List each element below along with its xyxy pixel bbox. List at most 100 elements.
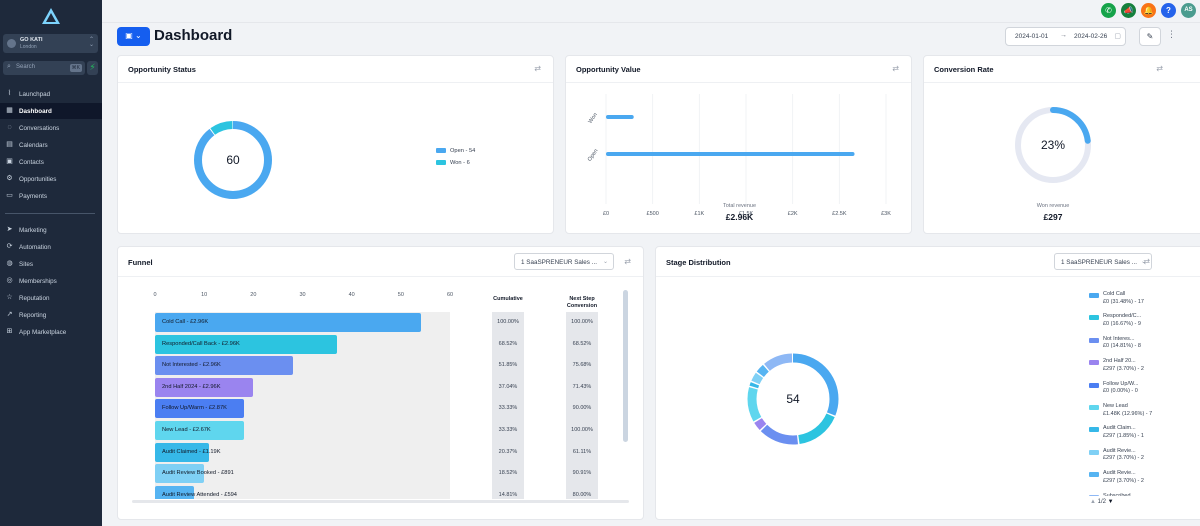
sidebar-item-reporting[interactable]: ↗ Reporting [0,307,102,323]
stage-legend-item[interactable]: Subscribed [1089,493,1131,496]
funnel-scrollbar[interactable] [623,290,628,442]
funnel-next-value: 90.00% [572,405,592,412]
opportunity-status-donut [194,121,272,199]
calendar-icon[interactable]: ▢ [1114,33,1121,40]
bar-won[interactable] [606,115,634,119]
stage-legend-item[interactable]: 2nd Half 20... £297 (3.70%) - 2 [1089,358,1144,373]
bell-icon[interactable]: 🔔 [1141,3,1156,18]
funnel-next-value: 100.00% [571,427,593,433]
funnel-scroll-area[interactable]: 0 10 20 30 40 50 60 Cumulative Next Step Conve… [130,287,630,499]
legend-stage-detail: £0 (31.48%) - 17 [1103,298,1144,305]
card-header: Conversion Rate ⇄ [924,56,1200,83]
quick-add-button[interactable]: ⚡ [87,61,98,75]
funnel-bar[interactable] [155,421,244,440]
sidebar-item-label: Sites [19,261,33,268]
sidebar-item-sites[interactable]: ◍ Sites [0,256,102,272]
help-icon[interactable]: ? [1161,3,1176,18]
sidebar-item-label: Reputation [19,295,50,302]
funnel-bar[interactable] [155,313,421,332]
funnel-bar[interactable] [155,399,244,419]
funnel-bar-label: 2nd Half 2024 - £2.96K [162,383,221,390]
automation-icon: ⟳ [6,243,13,250]
stage-pipeline-select[interactable]: 1 SaaSPRENEUR Sales ... ⌄ [1054,253,1152,270]
sidebar-item-app-marketplace[interactable]: ⊞ App Marketplace [0,324,102,340]
funnel-next-value: 75.68% [572,362,592,369]
donut-slice-open[interactable] [194,121,272,199]
x-tick-label: 50 [397,292,404,298]
won-revenue-caption: Won revenue [1036,203,1070,209]
sidebar-item-launchpad[interactable]: ⌇ Launchpad [0,86,102,102]
sidebar-item-automation[interactable]: ⟳ Automation [0,239,102,255]
funnel-next-value: 71.43% [572,383,592,390]
legend-stage-name: Cold Call [1103,291,1126,297]
phone-icon[interactable]: ✆ [1101,3,1116,18]
sidebar-item-label: Memberships [19,278,57,285]
more-options-icon[interactable]: ⋮ [1167,29,1176,39]
stage-legend-item[interactable]: Audit Revie... £297 (3.70%) - 2 [1089,448,1144,463]
pager-up-icon[interactable]: ▲ [1090,499,1096,505]
sidebar-item-marketing[interactable]: ➤ Marketing [0,222,102,238]
legend-item-open[interactable]: Open - 54 [436,148,475,154]
donut-slice-won[interactable] [1015,107,1091,183]
account-switcher[interactable]: GO KATI London ⌃ ⌄ [3,34,98,53]
funnel-bar-track [155,484,450,499]
edit-dashboard-button[interactable]: ✎ [1139,27,1161,46]
sidebar-item-dashboard[interactable]: ▦ Dashboard [0,103,102,119]
switch-chart-icon[interactable]: ⇄ [892,64,899,73]
funnel-bar[interactable] [155,442,210,462]
user-avatar[interactable]: AS [1181,3,1196,18]
date-range-picker[interactable]: 2024-01-01 → 2024-02-26 ▢ [1005,27,1126,46]
sidebar-search[interactable]: ⌕ Search ⌘K [3,61,85,75]
date-start[interactable]: 2024-01-01 [1015,33,1049,40]
stage-legend-item[interactable]: New Lead £1.48K (12.96%) - 7 [1089,403,1152,418]
card-header: Opportunity Value ⇄ [566,56,911,83]
switch-chart-icon[interactable]: ⇄ [1143,257,1150,266]
stage-legend-item[interactable]: Responded/C... £0 (16.67%) - 9 [1089,313,1141,328]
sidebar-item-memberships[interactable]: ◎ Memberships [0,273,102,289]
funnel-bar[interactable] [155,334,337,354]
funnel-hscrollbar[interactable] [132,500,629,503]
x-tick-label: £1K [694,211,704,217]
search-input[interactable]: Search [16,64,36,70]
chevron-updown-icon: ⌃ ⌄ [88,37,94,48]
trend-icon: ↗ [6,311,13,318]
funnel-bar-track [155,441,450,464]
date-end[interactable]: 2024-02-26 [1074,33,1108,40]
sidebar-divider [5,213,95,214]
stage-legend-item[interactable]: Follow Up/W... £0 (0.00%) - 0 [1089,381,1138,396]
pager-down-icon[interactable]: ▼ [1107,499,1114,505]
sidebar-item-label: Payments [19,193,47,200]
funnel-col-cumulative: Cumulative [493,296,523,302]
donut-slice-cold-call[interactable] [747,353,839,445]
stage-legend-item[interactable]: Not Interes... £0 (14.81%) - 8 [1089,336,1141,351]
stage-legend-item[interactable]: Cold Call £0 (31.48%) - 17 [1089,291,1144,306]
funnel-bar[interactable] [155,464,205,484]
sidebar-item-payments[interactable]: ▭ Payments [0,188,102,204]
donut-slice-not-interes-[interactable] [747,353,839,445]
funnel-bar[interactable] [155,485,195,499]
sidebar-item-conversations[interactable]: ◌ Conversations [0,120,102,136]
funnel-bar[interactable] [155,356,293,376]
funnel-cumulative-value: 51.85% [498,362,518,369]
sidebar-item-contacts[interactable]: ▣ Contacts [0,154,102,170]
switch-chart-icon[interactable]: ⇄ [624,257,631,266]
funnel-bar[interactable] [155,377,254,397]
funnel-pipeline-select[interactable]: 1 SaaSPRENEUR Sales ... ⌄ [514,253,614,270]
stage-legend-item[interactable]: Audit Revie... £297 (3.70%) - 2 [1089,470,1144,485]
sidebar-item-reputation[interactable]: ☆ Reputation [0,290,102,306]
stage-legend-item[interactable]: Audit Claim... £297 (1.85%) - 1 [1089,425,1144,440]
legend-label: Won - 6 [450,160,470,166]
sidebar-item-calendars[interactable]: ▤ Calendars [0,137,102,153]
megaphone-icon[interactable]: 📣 [1121,3,1136,18]
switch-chart-icon[interactable]: ⇄ [534,64,541,73]
sidebar-item-opportunities[interactable]: ⚙ Opportunities [0,171,102,187]
bar-open[interactable] [606,152,855,156]
logo-icon[interactable] [42,8,60,24]
switch-chart-icon[interactable]: ⇄ [1156,64,1163,73]
chat-icon: ◌ [7,124,12,131]
y-category-label: Won [588,112,599,125]
donut-slice-new-lead[interactable] [747,353,839,445]
legend-item-won[interactable]: Won - 6 [436,160,470,166]
dashboard-switcher-button[interactable]: ▣ ⌄ [117,27,150,46]
legend-stage-name: Audit Claim... [1103,425,1136,432]
